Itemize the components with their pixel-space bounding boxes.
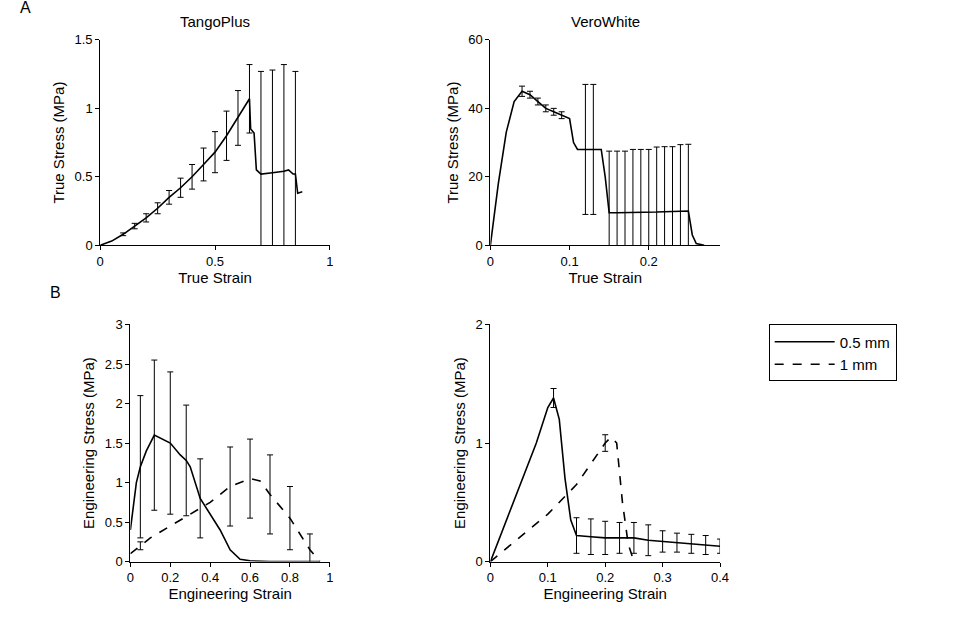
svg-text:20: 20	[468, 169, 482, 184]
svg-text:60: 60	[468, 32, 482, 47]
svg-text:1: 1	[326, 254, 333, 269]
svg-text:0.5: 0.5	[105, 515, 123, 530]
svg-text:0: 0	[476, 238, 483, 253]
svg-text:0.5: 0.5	[206, 254, 224, 269]
svg-text:VeroWhite: VeroWhite	[571, 13, 640, 30]
svg-text:0.2: 0.2	[640, 254, 658, 269]
svg-text:Engineering Stress (MPa): Engineering Stress (MPa)	[451, 357, 468, 529]
svg-text:0: 0	[487, 254, 494, 269]
svg-text:Engineering Strain: Engineering Strain	[543, 585, 666, 602]
svg-text:True Strain: True Strain	[568, 269, 642, 286]
svg-text:1.5: 1.5	[105, 436, 123, 451]
svg-text:0.8: 0.8	[281, 570, 299, 585]
svg-text:0.4: 0.4	[711, 570, 729, 585]
svg-text:2: 2	[116, 396, 123, 411]
svg-text:True Stress (MPa): True Stress (MPa)	[444, 82, 461, 204]
svg-text:1: 1	[116, 475, 123, 490]
svg-text:0.4: 0.4	[201, 570, 219, 585]
svg-text:0: 0	[127, 570, 134, 585]
svg-text:0: 0	[116, 554, 123, 569]
svg-text:0: 0	[97, 254, 104, 269]
svg-text:0.1: 0.1	[539, 570, 557, 585]
svg-text:0.5: 0.5	[75, 169, 93, 184]
svg-text:3: 3	[116, 317, 123, 332]
svg-text:Engineering Strain: Engineering Strain	[168, 585, 291, 602]
svg-text:True Strain: True Strain	[178, 269, 252, 286]
svg-text:1: 1	[85, 101, 92, 116]
svg-text:0.2: 0.2	[161, 570, 179, 585]
svg-text:0.6: 0.6	[241, 570, 259, 585]
svg-text:0: 0	[487, 570, 494, 585]
svg-text:TangoPlus: TangoPlus	[180, 13, 250, 30]
svg-text:A: A	[20, 0, 31, 16]
svg-text:0.5 mm: 0.5 mm	[840, 334, 890, 351]
svg-text:True Stress (MPa): True Stress (MPa)	[50, 82, 67, 204]
svg-text:40: 40	[468, 101, 482, 116]
svg-text:1: 1	[326, 570, 333, 585]
svg-text:1: 1	[476, 436, 483, 451]
svg-text:0: 0	[476, 554, 483, 569]
svg-text:0.1: 0.1	[561, 254, 579, 269]
svg-text:1.5: 1.5	[75, 32, 93, 47]
svg-text:Engineering Stress (MPa): Engineering Stress (MPa)	[80, 357, 97, 529]
svg-text:0.2: 0.2	[596, 570, 614, 585]
svg-text:2: 2	[476, 317, 483, 332]
svg-text:0: 0	[85, 238, 92, 253]
svg-text:0.3: 0.3	[654, 570, 672, 585]
svg-text:1 mm: 1 mm	[840, 356, 878, 373]
svg-text:2.5: 2.5	[105, 357, 123, 372]
svg-text:B: B	[50, 284, 61, 301]
